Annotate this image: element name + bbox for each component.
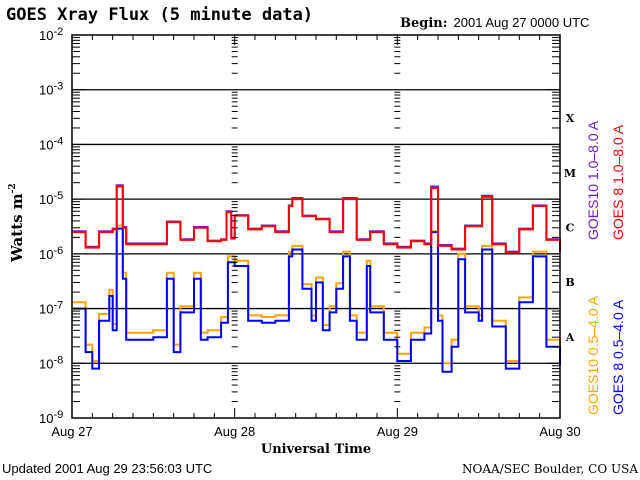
x-tick-label: Aug 27 [51,424,92,439]
y-tick-label: 10-7 [39,300,63,317]
begin-value: 2001 Aug 27 0000 UTC [454,15,590,30]
begin-label: Begin: [400,16,448,31]
plot-axes [72,89,560,364]
y-tick-label: 10-3 [39,81,63,98]
y-tick-label: 10-8 [39,354,63,371]
y-tick-exponent: -2 [53,26,63,38]
y-tick-label: 10-6 [39,245,63,262]
data-source: NOAA/SEC Boulder, CO USA [462,462,638,476]
y-tick-exponent: -9 [53,409,63,421]
updated-timestamp: Updated 2001 Aug 29 23:56:03 UTC [2,461,212,476]
y-tick-label: 10-9 [39,409,63,426]
begin-line: Begin: 2001 Aug 27 0000 UTC [400,15,589,31]
y-tick-base: 10 [39,28,53,43]
y-tick-label: 10-2 [39,26,63,43]
y-tick-exponent: -3 [53,81,63,93]
y-tick-base: 10 [39,83,53,98]
y-tick-exponent: -6 [53,245,63,257]
x-tick-label: Aug 28 [214,424,255,439]
y-axis-label-exponent: -2 [8,183,18,193]
plot-border [71,34,561,419]
flare-class-label: M [564,167,576,180]
flare-class-label: C [566,222,575,235]
y-tick-exponent: -8 [53,354,63,366]
y-tick-exponent: -4 [53,135,63,147]
y-tick-exponent: -7 [53,300,63,312]
y-tick-base: 10 [39,247,53,262]
y-tick-label: 10-5 [39,190,63,207]
y-axis-label-text: Watts m [8,193,26,263]
flare-class-label: A [565,331,575,344]
y-tick-base: 10 [39,411,53,426]
legend-entry: GOES 8 1.0–8.0 A [610,124,626,240]
chart-title: GOES Xray Flux (5 minute data) [6,5,313,25]
y-tick-base: 10 [39,302,53,317]
legend: GOES10 0.5–4.0 A GOES 8 0.5–4.0 A GOES10 1… [585,120,626,415]
flare-class-label: X [566,112,575,125]
y-axis-label: Watts m-2 [8,183,26,263]
series-line [72,227,561,373]
y-tick-base: 10 [39,137,53,152]
y-tick-exponent: -5 [53,190,63,202]
x-axis-label: Universal Time [261,442,371,457]
x-tick-label: Aug 29 [377,424,418,439]
y-tick-base: 10 [39,192,53,207]
y-tick-base: 10 [39,356,53,371]
legend-entry: GOES 8 0.5–4.0 A [610,299,626,415]
series-line [72,185,561,254]
flare-class-label: B [565,276,574,289]
legend-entry: GOES10 1.0–8.0 A [585,120,601,240]
series-group [72,184,561,373]
x-tick-label: Aug 30 [539,424,580,439]
legend-entry: GOES10 0.5–4.0 A [585,295,601,415]
y-tick-label: 10-4 [39,135,63,152]
